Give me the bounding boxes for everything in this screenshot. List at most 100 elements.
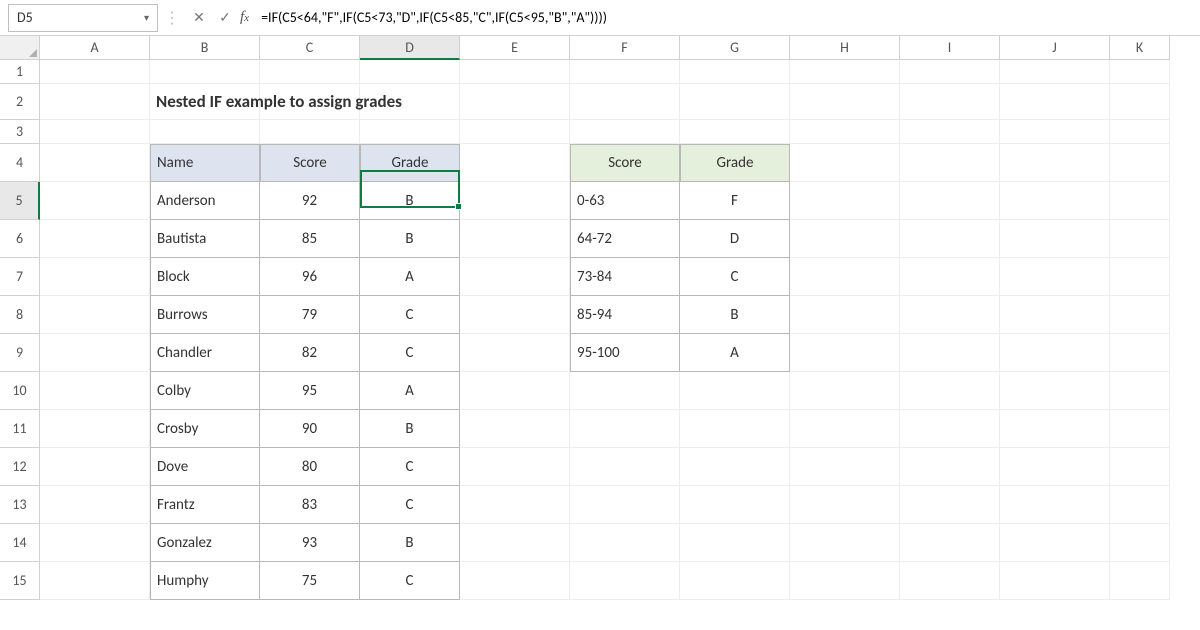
cell-H4[interactable] — [790, 144, 900, 182]
cell-B3[interactable] — [150, 120, 260, 144]
cell-A6[interactable] — [40, 220, 150, 258]
cell-B10[interactable]: Colby — [150, 372, 260, 410]
cell-D12[interactable]: C — [360, 448, 460, 486]
cell-D3[interactable] — [360, 120, 460, 144]
cell-E14[interactable] — [460, 524, 570, 562]
row-header-4[interactable]: 4 — [0, 144, 40, 182]
fx-icon[interactable]: fx — [240, 9, 249, 26]
cell-G15[interactable] — [680, 562, 790, 600]
row-header-2[interactable]: 2 — [0, 84, 40, 120]
cell-D11[interactable]: B — [360, 410, 460, 448]
cell-C15[interactable]: 75 — [260, 562, 360, 600]
cell-J8[interactable] — [1000, 296, 1110, 334]
col-header-B[interactable]: B — [150, 36, 260, 60]
cell-K3[interactable] — [1110, 120, 1170, 144]
cell-A11[interactable] — [40, 410, 150, 448]
cell-H14[interactable] — [790, 524, 900, 562]
cell-H15[interactable] — [790, 562, 900, 600]
cell-G14[interactable] — [680, 524, 790, 562]
cell-I5[interactable] — [900, 182, 1000, 220]
cell-H10[interactable] — [790, 372, 900, 410]
name-box[interactable]: D5 ▾ — [8, 4, 158, 32]
row-header-3[interactable]: 3 — [0, 120, 40, 144]
cell-D15[interactable]: C — [360, 562, 460, 600]
cell-K8[interactable] — [1110, 296, 1170, 334]
cell-B6[interactable]: Bautista — [150, 220, 260, 258]
row-header-1[interactable]: 1 — [0, 60, 40, 84]
cell-C11[interactable]: 90 — [260, 410, 360, 448]
cell-H9[interactable] — [790, 334, 900, 372]
cell-J4[interactable] — [1000, 144, 1110, 182]
cell-J14[interactable] — [1000, 524, 1110, 562]
cell-G2[interactable] — [680, 84, 790, 120]
cell-J1[interactable] — [1000, 60, 1110, 84]
cell-I4[interactable] — [900, 144, 1000, 182]
cell-K2[interactable] — [1110, 84, 1170, 120]
cell-F14[interactable] — [570, 524, 680, 562]
cell-F2[interactable] — [570, 84, 680, 120]
cell-A15[interactable] — [40, 562, 150, 600]
cell-A2[interactable] — [40, 84, 150, 120]
cell-A9[interactable] — [40, 334, 150, 372]
cell-D9[interactable]: C — [360, 334, 460, 372]
cell-G9[interactable]: A — [680, 334, 790, 372]
cell-B2[interactable]: Nested IF example to assign grades — [150, 84, 260, 120]
cell-I7[interactable] — [900, 258, 1000, 296]
cell-H2[interactable] — [790, 84, 900, 120]
cell-H11[interactable] — [790, 410, 900, 448]
col-header-D[interactable]: D — [360, 36, 460, 60]
cell-E5[interactable] — [460, 182, 570, 220]
cell-K7[interactable] — [1110, 258, 1170, 296]
cell-E9[interactable] — [460, 334, 570, 372]
cell-E12[interactable] — [460, 448, 570, 486]
cell-K15[interactable] — [1110, 562, 1170, 600]
cell-J9[interactable] — [1000, 334, 1110, 372]
cell-E4[interactable] — [460, 144, 570, 182]
cell-D1[interactable] — [360, 60, 460, 84]
col-header-I[interactable]: I — [900, 36, 1000, 60]
cell-A5[interactable] — [40, 182, 150, 220]
cell-J6[interactable] — [1000, 220, 1110, 258]
cell-C14[interactable]: 93 — [260, 524, 360, 562]
cell-A14[interactable] — [40, 524, 150, 562]
col-header-K[interactable]: K — [1110, 36, 1170, 60]
cell-D7[interactable]: A — [360, 258, 460, 296]
cell-C10[interactable]: 95 — [260, 372, 360, 410]
cell-K10[interactable] — [1110, 372, 1170, 410]
cell-H8[interactable] — [790, 296, 900, 334]
cell-D10[interactable]: A — [360, 372, 460, 410]
cell-K9[interactable] — [1110, 334, 1170, 372]
col-header-A[interactable]: A — [40, 36, 150, 60]
cell-H7[interactable] — [790, 258, 900, 296]
cell-C3[interactable] — [260, 120, 360, 144]
row-header-15[interactable]: 15 — [0, 562, 40, 600]
row-header-13[interactable]: 13 — [0, 486, 40, 524]
cell-G7[interactable]: C — [680, 258, 790, 296]
cell-E3[interactable] — [460, 120, 570, 144]
cell-G12[interactable] — [680, 448, 790, 486]
cell-D8[interactable]: C — [360, 296, 460, 334]
cell-G10[interactable] — [680, 372, 790, 410]
row-header-9[interactable]: 9 — [0, 334, 40, 372]
cell-B13[interactable]: Frantz — [150, 486, 260, 524]
cell-G8[interactable]: B — [680, 296, 790, 334]
row-header-10[interactable]: 10 — [0, 372, 40, 410]
cell-K13[interactable] — [1110, 486, 1170, 524]
cell-B5[interactable]: Anderson — [150, 182, 260, 220]
select-all-corner[interactable] — [0, 36, 40, 60]
cell-E10[interactable] — [460, 372, 570, 410]
cell-J11[interactable] — [1000, 410, 1110, 448]
formula-input[interactable] — [255, 4, 1200, 32]
cell-F10[interactable] — [570, 372, 680, 410]
cell-F3[interactable] — [570, 120, 680, 144]
cell-E7[interactable] — [460, 258, 570, 296]
cell-D13[interactable]: C — [360, 486, 460, 524]
cell-B1[interactable] — [150, 60, 260, 84]
cell-J2[interactable] — [1000, 84, 1110, 120]
cell-F13[interactable] — [570, 486, 680, 524]
cell-E15[interactable] — [460, 562, 570, 600]
cell-E2[interactable] — [460, 84, 570, 120]
cell-I14[interactable] — [900, 524, 1000, 562]
cell-K4[interactable] — [1110, 144, 1170, 182]
cell-B14[interactable]: Gonzalez — [150, 524, 260, 562]
